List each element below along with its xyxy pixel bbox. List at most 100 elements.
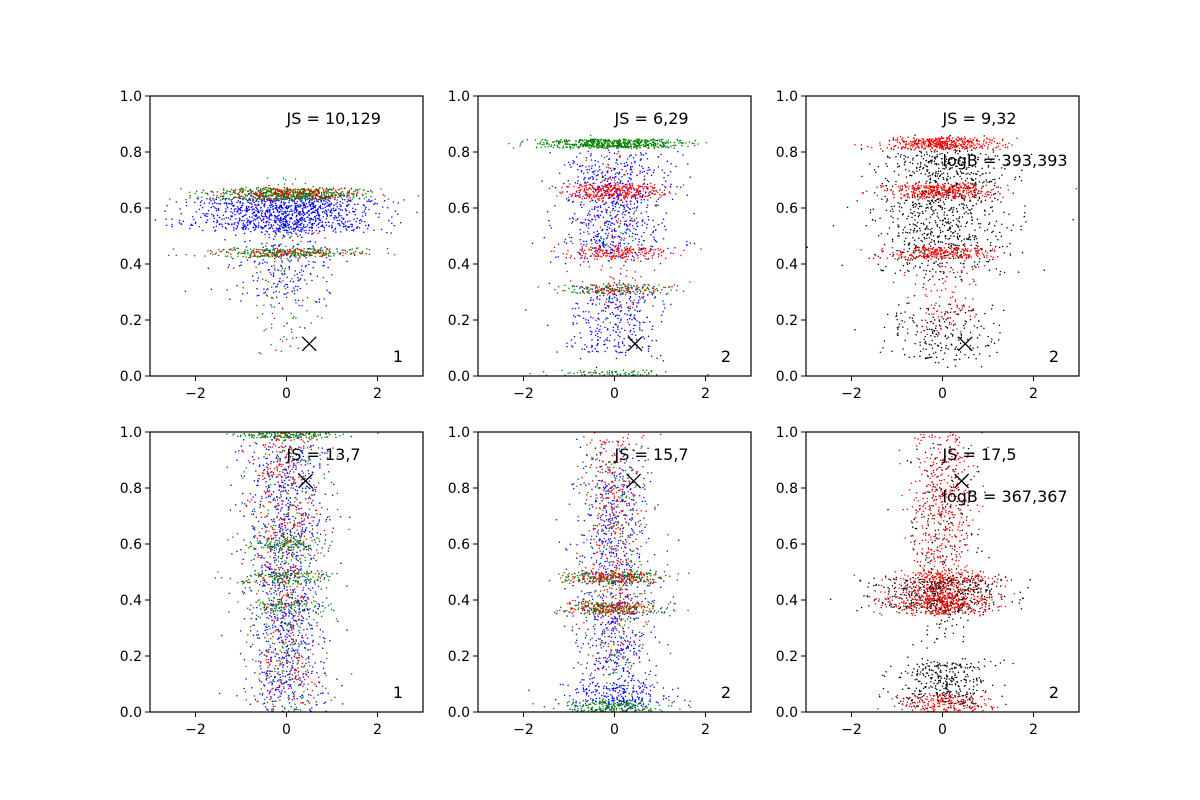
data-point (299, 271, 301, 274)
data-point (295, 232, 297, 234)
data-point (260, 206, 262, 209)
data-point (280, 191, 283, 194)
data-point (245, 205, 248, 208)
data-point (623, 194, 625, 197)
data-point (267, 187, 270, 189)
data-point (612, 329, 614, 332)
data-point (616, 201, 619, 203)
data-point (268, 196, 271, 199)
data-point (625, 249, 627, 251)
data-point (615, 294, 618, 297)
data-point (566, 143, 569, 145)
data-point (591, 252, 594, 255)
data-point (594, 235, 597, 238)
data-point (617, 139, 619, 142)
data-point (302, 209, 304, 211)
data-point (652, 287, 655, 289)
data-point (634, 162, 636, 164)
data-point (340, 197, 343, 199)
data-point (220, 250, 223, 253)
data-point (318, 218, 320, 221)
data-point (373, 229, 375, 231)
data-point (291, 337, 294, 339)
data-point (171, 218, 173, 220)
data-point (570, 339, 573, 341)
data-point (601, 371, 603, 373)
data-point (615, 323, 617, 326)
data-point (616, 284, 618, 287)
data-point (311, 224, 314, 226)
data-point (636, 288, 639, 291)
data-point (628, 309, 630, 312)
data-point (638, 301, 640, 304)
data-point (165, 218, 167, 221)
data-point (583, 221, 585, 224)
data-point (348, 211, 351, 214)
data-point (276, 209, 279, 212)
data-point (620, 289, 623, 291)
data-point (357, 247, 359, 249)
data-point (254, 253, 256, 255)
data-point (609, 285, 611, 287)
data-point (589, 134, 592, 137)
data-point (566, 253, 568, 255)
data-point (247, 253, 249, 255)
data-point (164, 210, 166, 212)
data-point (650, 185, 652, 187)
data-point (616, 144, 618, 147)
data-point (567, 250, 569, 252)
data-point (638, 190, 640, 193)
data-point (272, 275, 275, 278)
data-point (589, 184, 592, 186)
data-point (255, 209, 257, 212)
data-point (634, 233, 636, 236)
data-point (645, 374, 648, 376)
data-point (283, 325, 285, 327)
data-point (339, 224, 341, 227)
data-point (631, 171, 633, 174)
data-point (624, 313, 626, 315)
data-point (655, 200, 658, 203)
data-point (608, 192, 610, 195)
data-point (278, 193, 281, 195)
data-point (632, 156, 635, 159)
data-point (206, 192, 208, 194)
data-point (576, 371, 579, 374)
data-point (327, 196, 329, 199)
data-point (285, 205, 288, 207)
data-point (563, 164, 566, 166)
data-point (316, 275, 319, 278)
data-point (362, 189, 365, 191)
data-point (282, 207, 284, 210)
data-point (600, 237, 602, 240)
data-point (660, 138, 662, 141)
data-point (636, 140, 638, 142)
data-point (288, 193, 291, 196)
data-point (237, 200, 240, 202)
data-point (627, 206, 629, 208)
data-point (645, 369, 648, 371)
data-point (629, 296, 632, 299)
data-point (241, 204, 243, 207)
data-point (296, 222, 299, 224)
data-point (558, 172, 561, 175)
data-point (264, 233, 266, 236)
data-point (563, 182, 565, 185)
data-point (312, 205, 314, 208)
data-point (607, 164, 610, 166)
data-point (297, 235, 299, 238)
data-point (630, 167, 632, 169)
data-point (635, 228, 637, 231)
data-point (303, 248, 305, 250)
data-point (556, 144, 558, 146)
data-point (312, 218, 314, 220)
data-point (299, 257, 301, 259)
data-point (334, 189, 337, 191)
data-point (599, 169, 601, 171)
data-point (273, 254, 275, 256)
data-point (263, 292, 265, 294)
data-point (667, 174, 669, 177)
data-point (329, 215, 331, 217)
data-point (625, 210, 628, 212)
data-point (595, 178, 598, 181)
